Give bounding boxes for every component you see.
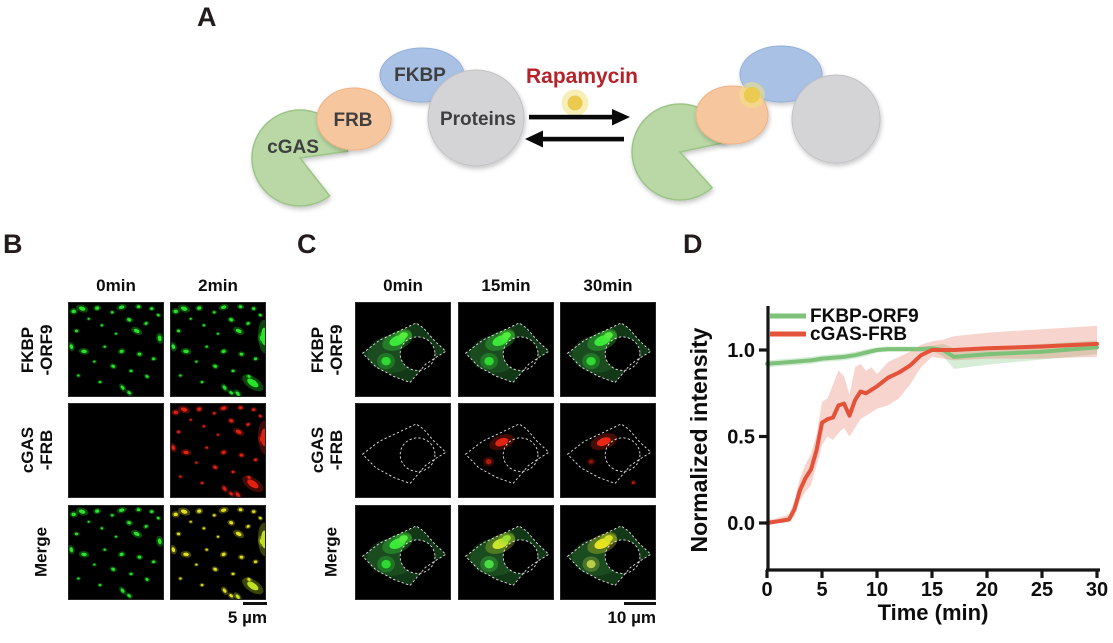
y-tick-label: 0.0 <box>727 513 755 535</box>
panel-c-row-label-fkbp-orf9: FKBP -ORF9 <box>308 325 346 376</box>
panel-c-tile-row1-col0 <box>355 403 451 498</box>
panel-b-label: B <box>3 229 23 259</box>
mechanism-diagram: cGAS FRB FKBP Proteins Rapamycin <box>251 45 881 207</box>
row-label-line: Merge <box>321 526 341 578</box>
row-label-line: FKBP <box>307 326 327 374</box>
legend-label-FKBP-ORF9: FKBP-ORF9 <box>810 306 919 327</box>
panel-b-col-header-0min: 0min <box>96 276 136 295</box>
frb-label: FRB <box>333 110 372 131</box>
x-tick-label: 5 <box>816 579 827 601</box>
x-tick-label: 15 <box>921 579 943 601</box>
panel-c-col-header-30min: 30min <box>583 276 633 295</box>
y-tick-label: 0.5 <box>727 427 755 449</box>
row-label-line: Merge <box>31 526 51 578</box>
row-label-line: cGAS <box>17 426 37 474</box>
x-tick-label: 30 <box>1086 579 1108 601</box>
panel-c-scale-bar <box>624 602 656 605</box>
forward-arrow <box>529 109 630 126</box>
panel-b-scale-bar-label: 5 µm <box>227 608 267 627</box>
panel-b-tile-row2-col0 <box>68 505 164 600</box>
row-label-line: -ORF9 <box>37 324 56 376</box>
row-label-line: -ORF9 <box>327 324 346 376</box>
panel-c-tile-row2-col2 <box>560 505 656 600</box>
line-cGAS-FRB <box>765 341 1099 525</box>
panel-c-tile-row2-col1 <box>458 505 554 600</box>
panel-c-tile-row1-col1 <box>458 403 554 498</box>
panel-b-row-label-merge: Merge <box>31 527 50 577</box>
panel-b-col-header-2min: 2min <box>198 276 238 295</box>
panel-c-row-label-merge: Merge <box>321 527 340 577</box>
proteins-label: Proteins <box>440 109 516 130</box>
x-tick-label: 10 <box>866 579 888 601</box>
panel-c-col-header-15min: 15min <box>481 276 531 295</box>
panel-c-label: C <box>297 229 317 259</box>
panel-c-scale-bar-label: 10 µm <box>607 608 656 627</box>
cgas-label: cGAS <box>267 137 319 158</box>
row-label-line: cGAS <box>307 426 327 474</box>
panel-d-label: D <box>683 229 703 259</box>
panel-c-row-label-cgas-frb: cGAS -FRB <box>308 427 346 473</box>
panel-b-scale-bar <box>243 602 267 605</box>
row-label-line: -FRB <box>37 429 56 471</box>
y-tick-label: 1.0 <box>727 340 755 362</box>
panel-c-tile-row0-col0 <box>355 302 451 397</box>
rapamycin-label: Rapamycin <box>526 65 638 88</box>
proteins-shape-right <box>791 74 881 164</box>
x-tick-label: 0 <box>761 579 772 601</box>
row-label-line: FKBP <box>17 326 37 374</box>
x-axis-title: Time (min) <box>878 600 989 625</box>
band-cGAS-FRB <box>767 325 1097 523</box>
frb-shape-left <box>316 87 392 151</box>
proteins-shape-left <box>427 69 525 167</box>
panel-b-tile-row1-col1 <box>170 403 266 498</box>
x-tick-label: 25 <box>1031 579 1053 601</box>
legend-label-cGAS-FRB: cGAS-FRB <box>810 324 907 345</box>
line-FKBP-ORF9 <box>765 345 1099 366</box>
panel-c-tile-row2-col0 <box>355 505 451 600</box>
panel-a-label: A <box>197 2 217 32</box>
panel-b-tile-row0-col0 <box>68 302 164 397</box>
panel-b-tile-row0-col1 <box>170 302 266 397</box>
panel-b-row-label-fkbp-orf9: FKBP -ORF9 <box>18 325 56 376</box>
panel-b-row-label-cgas-frb: cGAS -FRB <box>18 427 56 473</box>
panel-b-tile-row2-col1 <box>170 505 266 600</box>
band-FKBP-ORF9 <box>767 340 1097 369</box>
panel-c-tile-row0-col2 <box>560 302 656 397</box>
reverse-arrow <box>525 130 624 148</box>
x-tick-label: 20 <box>976 579 998 601</box>
panel-c-tile-row1-col2 <box>560 403 656 498</box>
y-axis-title: Normalized intensity <box>686 327 712 552</box>
panel-c-tile-row0-col1 <box>458 302 554 397</box>
panel-c-col-header-0min: 0min <box>383 276 423 295</box>
row-label-line: -FRB <box>327 429 346 471</box>
panel-b-tile-row1-col0 <box>68 403 164 498</box>
chart-axes <box>766 306 1100 572</box>
rapamycin-dot-bound <box>744 87 760 103</box>
fkbp-label: FKBP <box>394 65 446 86</box>
rapamycin-dot-free <box>567 95 583 111</box>
